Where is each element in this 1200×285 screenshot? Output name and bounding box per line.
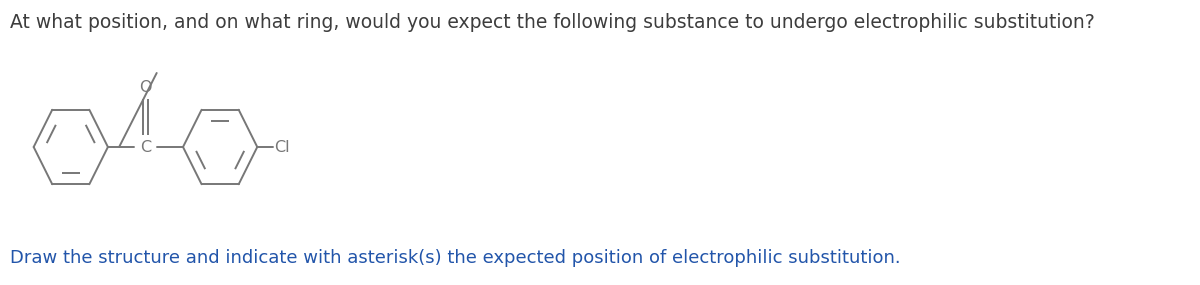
Text: O: O [139, 80, 151, 95]
Text: Draw the structure and indicate with asterisk(s) the expected position of electr: Draw the structure and indicate with ast… [11, 249, 901, 267]
Text: C: C [140, 139, 151, 154]
Text: At what position, and on what ring, would you expect the following substance to : At what position, and on what ring, woul… [11, 13, 1096, 32]
Text: Cl: Cl [274, 139, 289, 154]
